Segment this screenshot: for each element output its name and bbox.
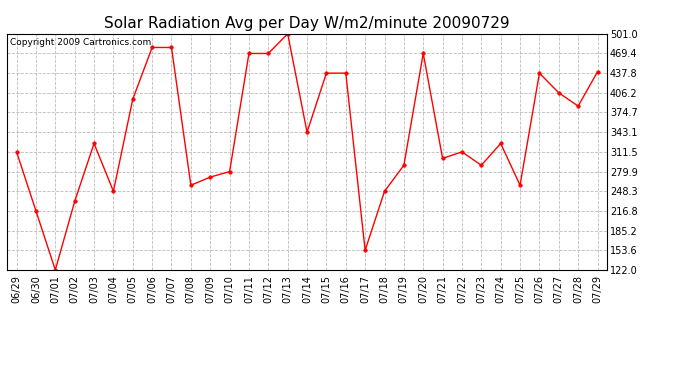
Text: Copyright 2009 Cartronics.com: Copyright 2009 Cartronics.com (10, 39, 151, 48)
Title: Solar Radiation Avg per Day W/m2/minute 20090729: Solar Radiation Avg per Day W/m2/minute … (104, 16, 510, 31)
